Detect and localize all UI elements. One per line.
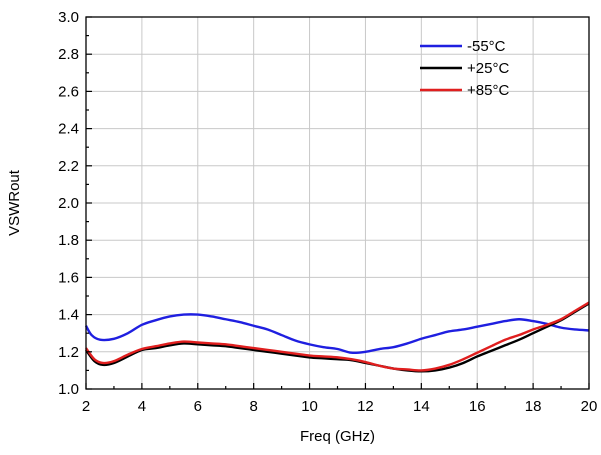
x-tick-label: 2 xyxy=(82,398,90,415)
x-tick-label: 6 xyxy=(194,398,202,415)
x-tick-label: 20 xyxy=(581,398,598,415)
legend-label-minus55: -55°C xyxy=(467,38,506,55)
grid xyxy=(86,17,589,389)
x-axis-label: Freq (GHz) xyxy=(300,428,375,445)
y-tick-label: 2.4 xyxy=(58,121,79,138)
legend-entry-plus25: +25°C xyxy=(420,60,509,77)
series-line-minus55 xyxy=(84,313,590,355)
series-line-plus85 xyxy=(85,301,590,372)
x-tick-label: 16 xyxy=(469,398,486,415)
legend: -55°C +25°C +85°C xyxy=(420,38,509,99)
x-tick-label: 10 xyxy=(301,398,318,415)
legend-entry-minus55: -55°C xyxy=(420,38,506,55)
y-axis-label: VSWRout xyxy=(6,169,23,236)
y-tick-label: 1.2 xyxy=(58,344,79,361)
y-tick-label: 2.2 xyxy=(58,158,79,175)
legend-label-plus25: +25°C xyxy=(467,60,509,77)
legend-label-plus85: +85°C xyxy=(467,82,509,99)
y-tick-label: 3.0 xyxy=(58,9,79,26)
axis-ticks xyxy=(85,16,590,390)
x-tick-label: 8 xyxy=(249,398,257,415)
y-tick-label: 1.0 xyxy=(58,381,79,398)
y-tick-label: 1.4 xyxy=(58,307,79,324)
x-tick-label: 4 xyxy=(138,398,146,415)
y-tick-label: 1.8 xyxy=(58,232,79,249)
x-tick-label: 18 xyxy=(525,398,542,415)
y-tick-label: 2.6 xyxy=(58,83,79,100)
y-tick-label: 2.0 xyxy=(58,195,79,212)
x-tick-label: 14 xyxy=(413,398,430,415)
legend-entry-plus85: +85°C xyxy=(420,82,509,99)
y-tick-label: 2.8 xyxy=(58,46,79,63)
x-axis-tick-labels: 2 4 6 8 10 12 14 16 18 20 xyxy=(82,398,598,415)
plot-area xyxy=(84,301,590,373)
y-axis-tick-labels: 1.0 1.2 1.4 1.6 1.8 2.0 2.2 2.4 2.6 2.8 3.0 xyxy=(58,9,79,398)
series-line-plus25 xyxy=(85,302,590,373)
y-tick-label: 1.6 xyxy=(58,269,79,286)
x-tick-label: 12 xyxy=(357,398,374,415)
